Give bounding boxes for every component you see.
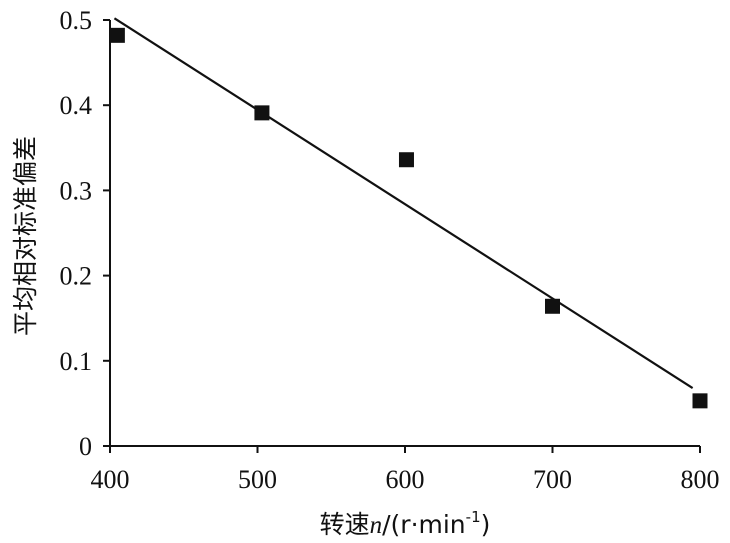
data-point <box>692 393 708 409</box>
x-tick-label: 600 <box>386 465 425 494</box>
x-tick-label: 800 <box>681 465 720 494</box>
axes <box>109 20 700 447</box>
trendline-layer <box>113 17 694 389</box>
y-tick-label: 0.5 <box>60 6 93 35</box>
x-tick-label: 700 <box>533 465 572 494</box>
y-axis-title: 平均相对标准偏差 <box>11 136 40 336</box>
data-markers <box>109 27 708 409</box>
x-axis-title-variable: n <box>370 512 383 539</box>
data-point <box>254 105 270 121</box>
x-axis-title-unit-exponent: -1 <box>466 508 481 526</box>
y-tick-label: 0.2 <box>60 262 93 291</box>
x-tick-label: 500 <box>238 465 277 494</box>
x-axis-title-unit: /(r·min <box>382 510 466 539</box>
x-tick-labels: 400 500 600 700 800 <box>91 465 720 494</box>
data-point <box>545 298 560 314</box>
x-axis-title-prefix: 转速 <box>320 510 370 539</box>
y-tick-label: 0.3 <box>60 176 93 205</box>
data-point <box>109 27 125 43</box>
data-point <box>398 152 414 168</box>
y-tick-label: 0.4 <box>60 91 93 120</box>
y-tick-label: 0.1 <box>60 347 93 376</box>
x-axis-title-unit-close: ) <box>481 510 491 539</box>
trendline <box>113 17 694 389</box>
y-tick-label: 0 <box>79 432 92 461</box>
y-tick-labels: 0 0.1 0.2 0.3 0.4 0.5 <box>60 6 93 461</box>
tick-marks <box>103 19 701 453</box>
x-tick-label: 400 <box>91 465 130 494</box>
x-axis-title: 转速n/(r·min-1) <box>320 508 491 539</box>
